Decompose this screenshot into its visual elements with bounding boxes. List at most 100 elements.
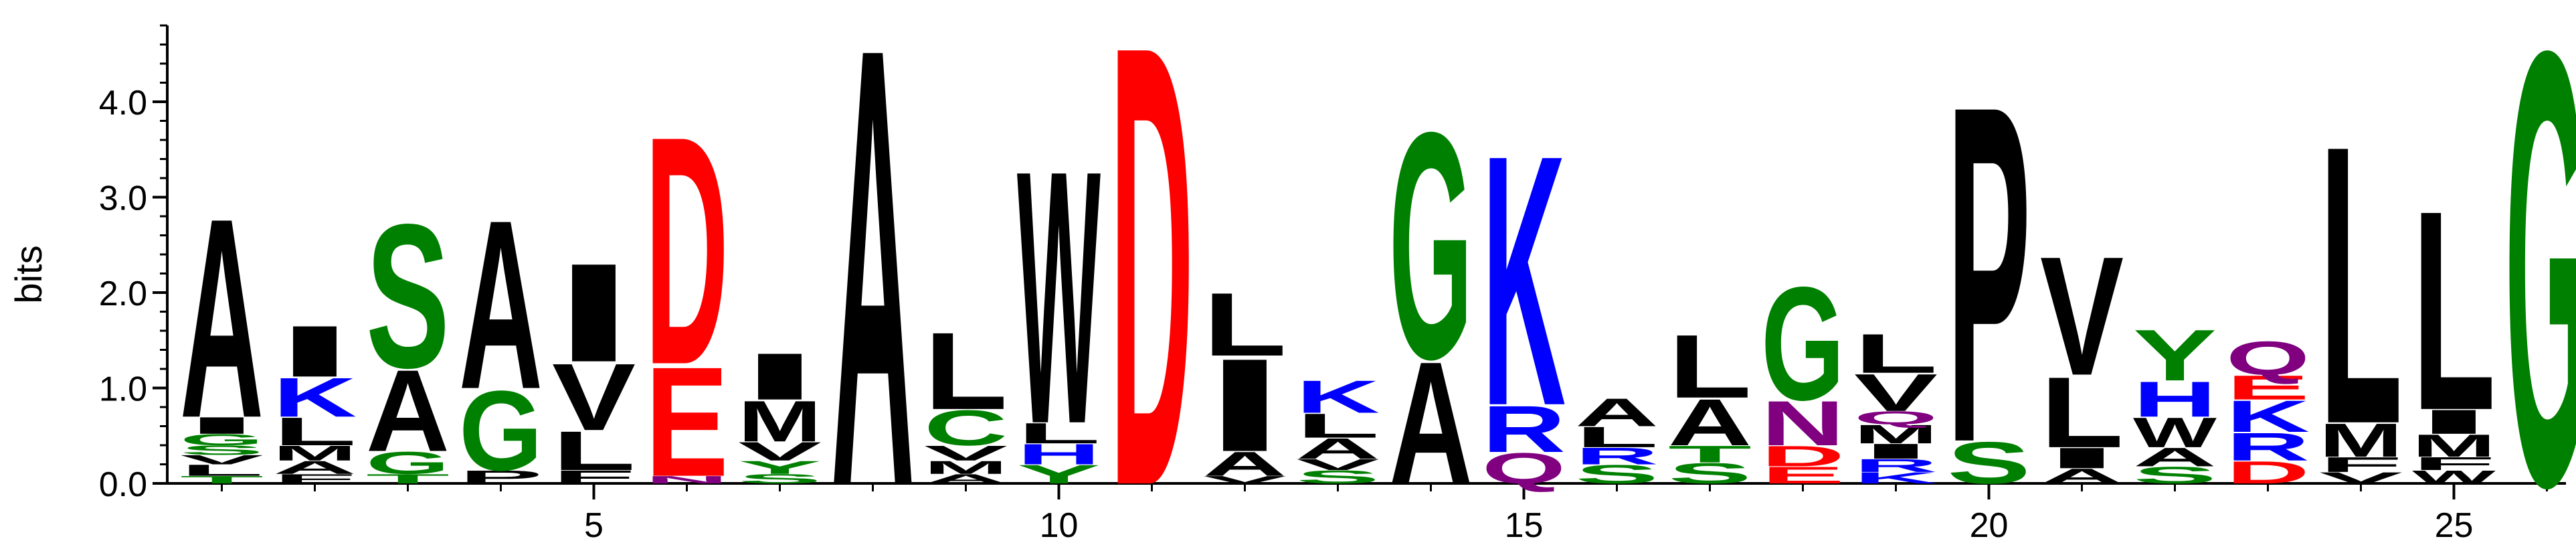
logo-letter-A: A (366, 345, 450, 476)
logo-letter-T: T (1668, 441, 1752, 468)
y-axis-label: bits (7, 245, 50, 303)
x-tick-label: 10 (1040, 506, 1079, 545)
logo-letter-S: S (1947, 430, 2031, 496)
logo-letter-F: F (273, 471, 357, 486)
logo-letter-K: K (273, 366, 357, 428)
logo-letter-S: S (2133, 462, 2217, 489)
logo-letter-M: M (738, 389, 822, 454)
logo-letter-D: D (1110, 0, 1194, 547)
logo-letter-F: F (2319, 453, 2403, 476)
logo-letter-A: A (2040, 465, 2124, 488)
logo-letter-K: K (2226, 391, 2310, 441)
logo-letter-L: L (2319, 64, 2403, 507)
logo-letter-C: C (924, 400, 1008, 456)
logo-letter-A: A (1296, 433, 1380, 465)
logo-letter-T: T (180, 474, 264, 486)
logo-letter-Q: Q (1854, 408, 1938, 428)
logo-letter-A: A (831, 0, 915, 547)
x-tick-label: 5 (584, 506, 604, 545)
logo-letter-Q: Q (2226, 331, 2310, 385)
logo-letter-E: E (645, 334, 729, 509)
x-tick-label: 25 (2435, 506, 2474, 545)
logo-letter-A: A (1203, 445, 1287, 483)
logo-letter-S: S (1668, 457, 1752, 490)
logo-letter-L: L (2412, 151, 2496, 469)
logo-letter-V: V (924, 441, 1008, 465)
logo-letter-L: L (273, 409, 357, 453)
logo-letter-P: P (459, 467, 543, 487)
x-tick-label: 15 (1505, 506, 1544, 545)
logo-letter-S: S (738, 471, 822, 486)
logo-letter-I: I (273, 311, 357, 392)
logo-letter-V: V (180, 453, 264, 467)
y-tick-label: 3.0 (99, 179, 147, 218)
logo-letter-L: L (1203, 274, 1287, 375)
logo-letter-N: N (645, 474, 729, 486)
logo-letter-G: G (366, 445, 450, 481)
logo-letter-Y: Y (1017, 459, 1101, 489)
logo-letter-I: I (738, 339, 822, 414)
logo-letter-V: V (552, 344, 636, 451)
logo-letter-S: S (180, 443, 264, 457)
logo-letter-S: S (1296, 467, 1380, 487)
logo-letter-K: K (1482, 81, 1566, 481)
logo-letter-Y: Y (738, 457, 822, 478)
logo-letter-R: R (2226, 425, 2310, 469)
logo-letter-M: M (273, 441, 357, 465)
logo-letter-I: I (180, 412, 264, 439)
logo-letter-R: R (1854, 455, 1938, 476)
logo-letter-I: I (552, 234, 636, 391)
logo-letter-V: V (1296, 456, 1380, 473)
logo-letter-W: W (2133, 408, 2217, 456)
logo-letter-L: L (1668, 316, 1752, 417)
logo-letter-A: A (2133, 442, 2217, 471)
logo-letter-G: G (1761, 254, 1845, 435)
logo-letter-A: A (1575, 390, 1659, 435)
logo-letter-L: L (1575, 421, 1659, 454)
logo-letter-W: W (2412, 467, 2496, 487)
x-tick-label: 20 (1970, 506, 2009, 545)
logo-letter-L: L (1017, 417, 1101, 450)
logo-letter-V: V (1854, 363, 1938, 422)
logo-letter-E: E (2226, 369, 2310, 407)
logo-letter-T: T (366, 471, 450, 486)
logo-letter-A: A (924, 471, 1008, 486)
logo-letter-K: K (1854, 469, 1938, 487)
logo-letter-Y: Y (2133, 315, 2217, 396)
logo-letter-I: I (1854, 439, 1938, 463)
logo-letter-A: A (273, 457, 357, 478)
logo-letter-I: I (2040, 442, 2124, 475)
logo-letter-R: R (1482, 392, 1566, 466)
logo-letter-V: V (738, 437, 822, 466)
logo-letter-I: I (1203, 331, 1287, 479)
y-tick-label: 1.0 (99, 370, 147, 409)
axes: 0.0 1.0 2.0 3.0 4.0 5 10 15 20 25 (99, 24, 2566, 545)
logo-letter-W: W (1017, 96, 1101, 499)
logo-letter-A: A (180, 159, 264, 477)
y-tick-label: 4.0 (99, 84, 147, 123)
logo-letter-G: G (2505, 0, 2576, 547)
logo-letter-S: S (1575, 459, 1659, 489)
logo-letter-P: P (1947, 6, 2031, 543)
logo-letter-I: I (2412, 402, 2496, 441)
logo-letter-Q: Q (1482, 444, 1566, 493)
logo-letter-M: M (924, 457, 1008, 478)
logo-letter-A: A (459, 169, 543, 439)
logo-letter-L: L (1296, 406, 1380, 445)
logo-letter-G: G (180, 431, 264, 449)
logo-letter-V: V (1203, 474, 1287, 486)
logo-letter-L: L (180, 461, 264, 479)
logo-letter-F: F (2412, 453, 2496, 474)
logo-letter-M: M (2412, 428, 2496, 463)
logo-letter-S: S (366, 181, 450, 411)
logo-letter-H: H (2133, 372, 2217, 428)
logo-letter-L: L (1854, 323, 1938, 385)
logo-letter-L: L (2040, 356, 2124, 469)
logo-letter-A: A (1389, 325, 1473, 520)
logo-letter-G: G (1389, 66, 1473, 426)
logo-letter-H: H (1017, 438, 1101, 471)
logo-letter-A: A (1668, 385, 1752, 459)
logo-letter-M: M (2319, 414, 2403, 467)
logo-letter-K: K (1296, 371, 1380, 422)
